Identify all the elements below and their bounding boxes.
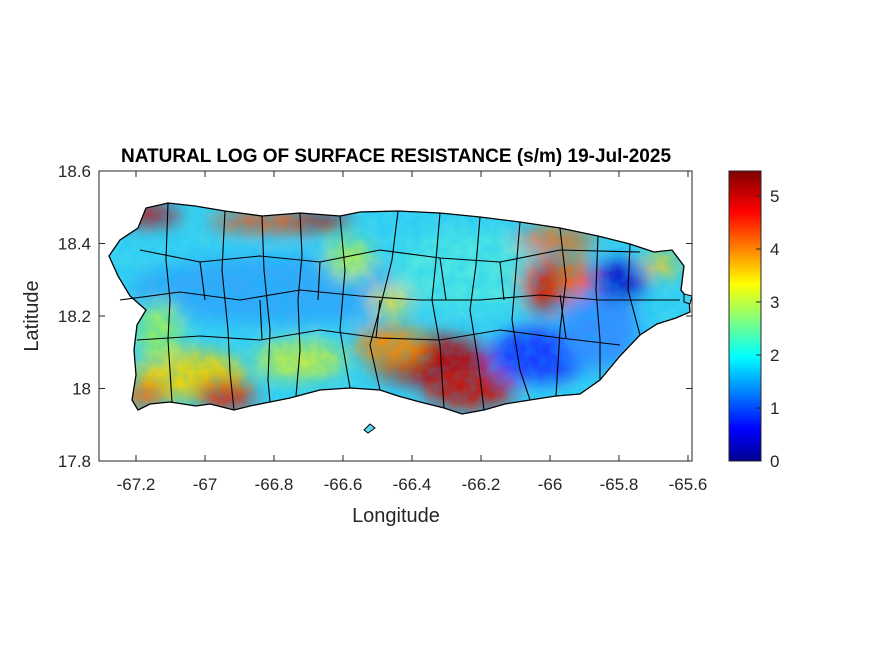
x-tick-label: -65.6	[669, 475, 708, 494]
municipality-boundaries	[119, 202, 680, 411]
colorbar-tick-label: 4	[770, 240, 779, 259]
island-caja-de-muerto	[363, 423, 376, 434]
x-tick-label: -66.6	[324, 475, 363, 494]
y-axis-ticks	[99, 170, 692, 462]
colorbar-tick-label: 5	[770, 187, 779, 206]
x-axis-ticks	[135, 171, 689, 461]
x-tick-label: -66	[538, 475, 563, 494]
y-tick-label: 18.4	[58, 235, 91, 254]
x-axis-tick-labels: -67.2 -67 -66.8 -66.6 -66.4 -66.2 -66 -6…	[117, 475, 708, 494]
colorbar-tick-label: 3	[770, 293, 779, 312]
y-tick-label: 18.2	[58, 307, 91, 326]
x-axis-label: Longitude	[352, 505, 440, 527]
colorbar-tick-labels: 0 1 2 3 4 5	[770, 187, 779, 471]
y-tick-label: 18.6	[58, 162, 91, 181]
x-tick-label: -67	[193, 475, 218, 494]
x-tick-label: -67.2	[117, 475, 156, 494]
colorbar-tick-label: 1	[770, 399, 779, 418]
x-tick-label: -65.8	[600, 475, 639, 494]
x-tick-label: -66.2	[462, 475, 501, 494]
colorbar-tick-label: 2	[770, 346, 779, 365]
y-axis-label: Latitude	[21, 280, 43, 351]
y-axis-tick-labels: 17.8 18 18.2 18.4 18.6	[58, 162, 91, 471]
y-tick-label: 17.8	[58, 452, 91, 471]
colorbar	[728, 170, 762, 462]
map-title: NATURAL LOG OF SURFACE RESISTANCE (s/m) …	[121, 146, 671, 167]
colorbar-tick-label: 0	[770, 452, 779, 471]
surface-resistance-field	[109, 203, 690, 414]
x-tick-label: -66.4	[393, 475, 432, 494]
colorbar-ticks	[756, 195, 761, 462]
x-tick-label: -66.8	[255, 475, 294, 494]
island-culebra-edge	[683, 293, 693, 305]
y-tick-label: 18	[72, 380, 91, 399]
